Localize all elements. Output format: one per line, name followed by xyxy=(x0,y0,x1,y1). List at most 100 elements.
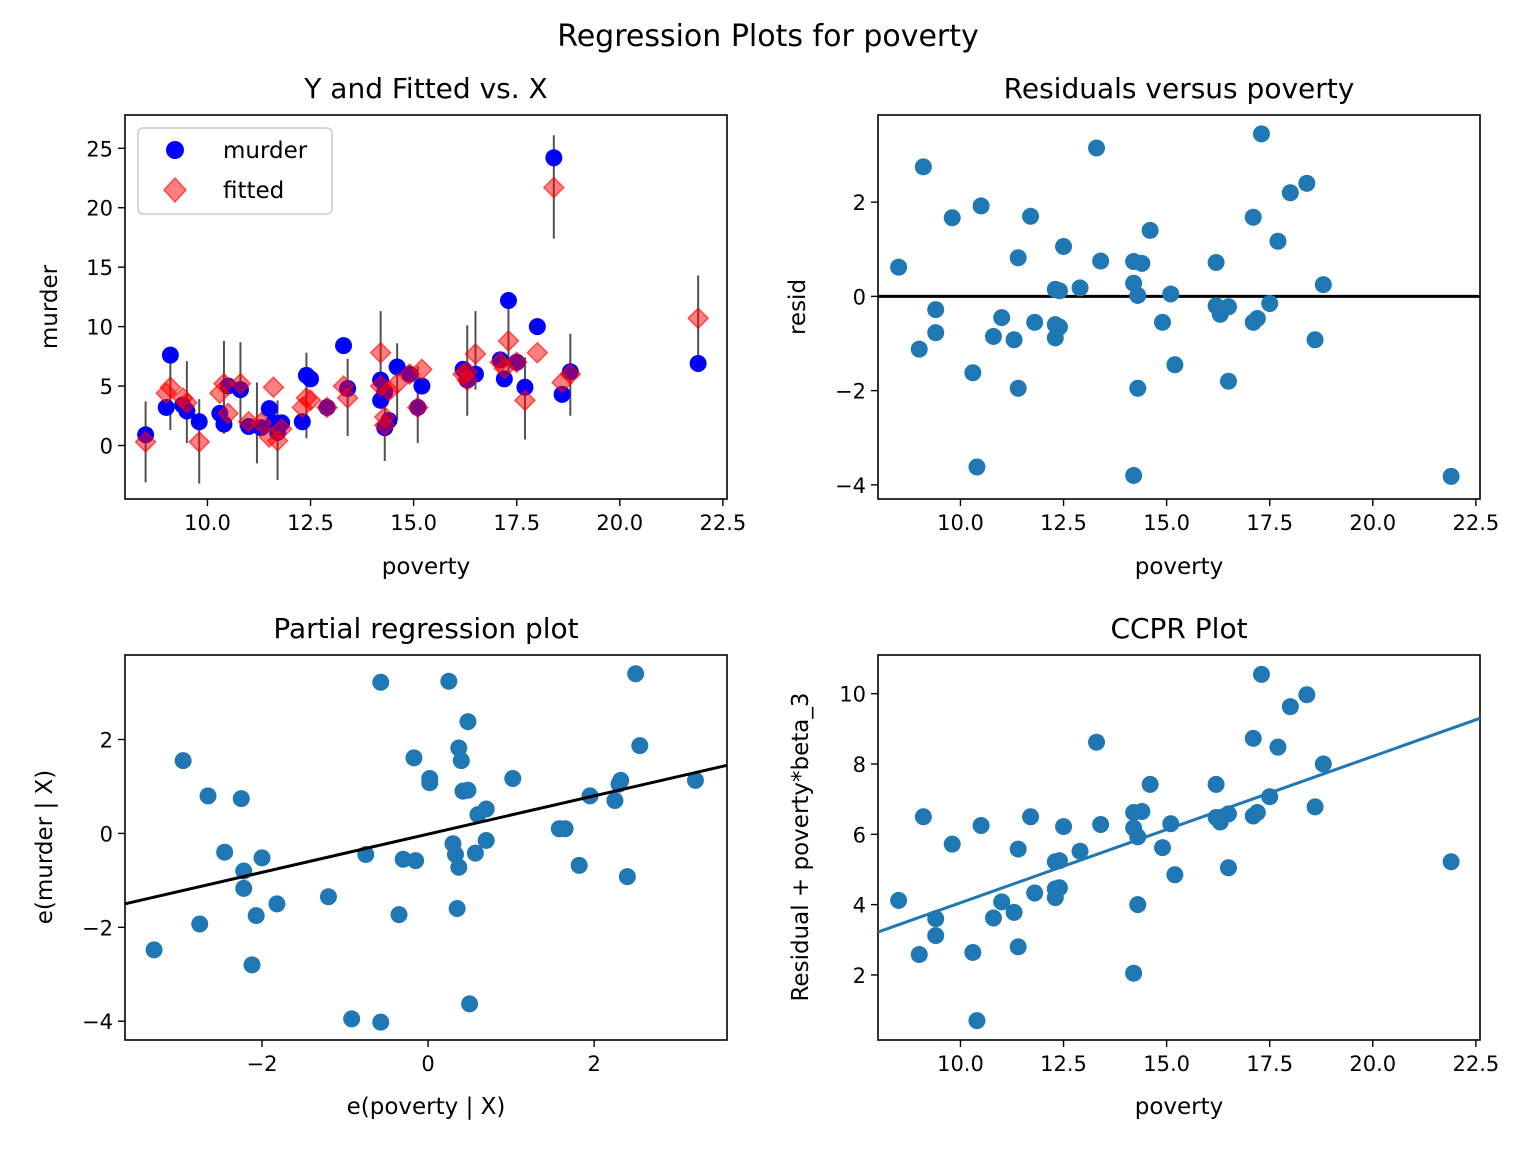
y-tick-label: −2 xyxy=(835,380,866,404)
data-point xyxy=(1129,896,1147,914)
data-point xyxy=(556,820,574,838)
data-point xyxy=(1022,808,1040,826)
data-point xyxy=(235,879,253,897)
y-axis-label: resid xyxy=(785,279,811,335)
data-point xyxy=(964,364,982,382)
fitted-point xyxy=(159,376,182,399)
murder-point xyxy=(553,385,571,403)
x-axis-label: e(poverty | X) xyxy=(347,1094,506,1120)
x-axis-label: poverty xyxy=(1135,554,1224,580)
x-tick-label: 20.0 xyxy=(596,511,643,535)
murder-point xyxy=(161,346,179,364)
murder-point xyxy=(545,149,563,167)
panel-y-fitted: Y and Fitted vs. X poverty murder 10.0 12… xyxy=(37,72,746,580)
x-tick-label: 10.0 xyxy=(937,1052,984,1076)
panel-residuals: Residuals versus poverty poverty resid 1… xyxy=(785,72,1499,580)
y-tick-label: −2 xyxy=(82,916,113,940)
data-point xyxy=(943,209,961,227)
data-point xyxy=(1207,775,1225,793)
data-point xyxy=(372,673,390,691)
fitted-point xyxy=(134,430,157,453)
plot-area: 10.0 12.5 15.0 17.5 20.0 22.5 −4 −2 0 2 xyxy=(835,114,1499,535)
data-point xyxy=(1092,252,1110,270)
data-point xyxy=(319,888,337,906)
x-tick-label: 10.0 xyxy=(937,511,984,535)
fitted-point xyxy=(497,329,520,352)
data-point xyxy=(964,943,982,961)
data-point xyxy=(1166,866,1184,884)
fitted-point xyxy=(229,372,252,395)
panel-title: Y and Fitted vs. X xyxy=(303,72,547,105)
data-point xyxy=(927,927,945,945)
x-tick-label: 15.0 xyxy=(1143,1052,1190,1076)
data-point xyxy=(993,309,1011,327)
data-point xyxy=(174,752,192,770)
x-tick-label: 22.5 xyxy=(1452,511,1499,535)
x-tick-label: 12.5 xyxy=(287,511,334,535)
data-point xyxy=(232,790,250,808)
x-tick-label: 0 xyxy=(421,1052,434,1076)
x-tick-label: 2 xyxy=(587,1052,600,1076)
panel-title: CCPR Plot xyxy=(1110,612,1247,645)
fitted-point xyxy=(542,176,565,199)
murder-point xyxy=(157,398,175,416)
data-point xyxy=(1162,285,1180,303)
data-point xyxy=(1088,733,1106,751)
murder-point xyxy=(335,337,353,355)
data-point xyxy=(968,458,986,476)
data-point xyxy=(407,852,425,870)
data-point xyxy=(1154,839,1172,857)
y-tick-label: 0 xyxy=(100,435,113,459)
fitted-point xyxy=(175,391,198,414)
data-point xyxy=(1088,139,1106,157)
fitted-point xyxy=(513,389,537,412)
data-point xyxy=(452,752,470,770)
fitted-point xyxy=(250,411,273,434)
fitted-point xyxy=(373,405,396,429)
panel-ccpr: CCPR Plot poverty Residual + poverty*bet… xyxy=(788,612,1499,1120)
data-point xyxy=(440,672,458,690)
fitted-point xyxy=(262,376,285,399)
x-tick-label: 15.0 xyxy=(1143,511,1190,535)
data-point xyxy=(1298,174,1316,192)
data-point xyxy=(1252,125,1270,143)
legend-box xyxy=(137,127,333,215)
data-point xyxy=(1219,859,1237,877)
data-point xyxy=(477,831,495,849)
data-point xyxy=(1009,840,1027,858)
y-tick-label: 8 xyxy=(853,753,866,777)
x-tick-label: 22.5 xyxy=(699,511,746,535)
data-point xyxy=(1026,884,1044,902)
fitted-point xyxy=(315,396,339,419)
y-tick-label: 2 xyxy=(100,729,113,753)
data-point xyxy=(1022,207,1040,225)
data-point xyxy=(570,856,588,874)
x-tick-label: 10.0 xyxy=(184,511,231,535)
data-point xyxy=(927,324,945,342)
data-point xyxy=(1248,804,1266,822)
panel-title: Partial regression plot xyxy=(273,612,578,645)
data-point xyxy=(247,907,265,925)
data-point xyxy=(1125,466,1143,484)
data-point xyxy=(1005,331,1023,349)
y-tick-label: 10 xyxy=(86,316,113,340)
x-tick-label: 17.5 xyxy=(1246,1052,1293,1076)
data-point xyxy=(1306,331,1324,349)
y-axis-label: murder xyxy=(37,264,63,349)
data-point xyxy=(1261,294,1279,312)
data-point xyxy=(1133,254,1151,272)
fitted-point xyxy=(188,430,211,453)
data-point xyxy=(910,946,928,964)
y-axis-label: Residual + poverty*beta_3 xyxy=(788,692,814,1001)
murder-point xyxy=(413,377,431,395)
legend-label-murder: murder xyxy=(223,138,308,164)
data-point xyxy=(927,301,945,319)
data-point xyxy=(1009,249,1027,267)
data-point xyxy=(1009,379,1027,397)
fitted-point xyxy=(217,402,240,425)
legend-label-fitted: fitted xyxy=(223,178,284,204)
data-point xyxy=(461,995,479,1013)
legend: murder fitted xyxy=(137,127,333,215)
data-point xyxy=(943,835,961,853)
